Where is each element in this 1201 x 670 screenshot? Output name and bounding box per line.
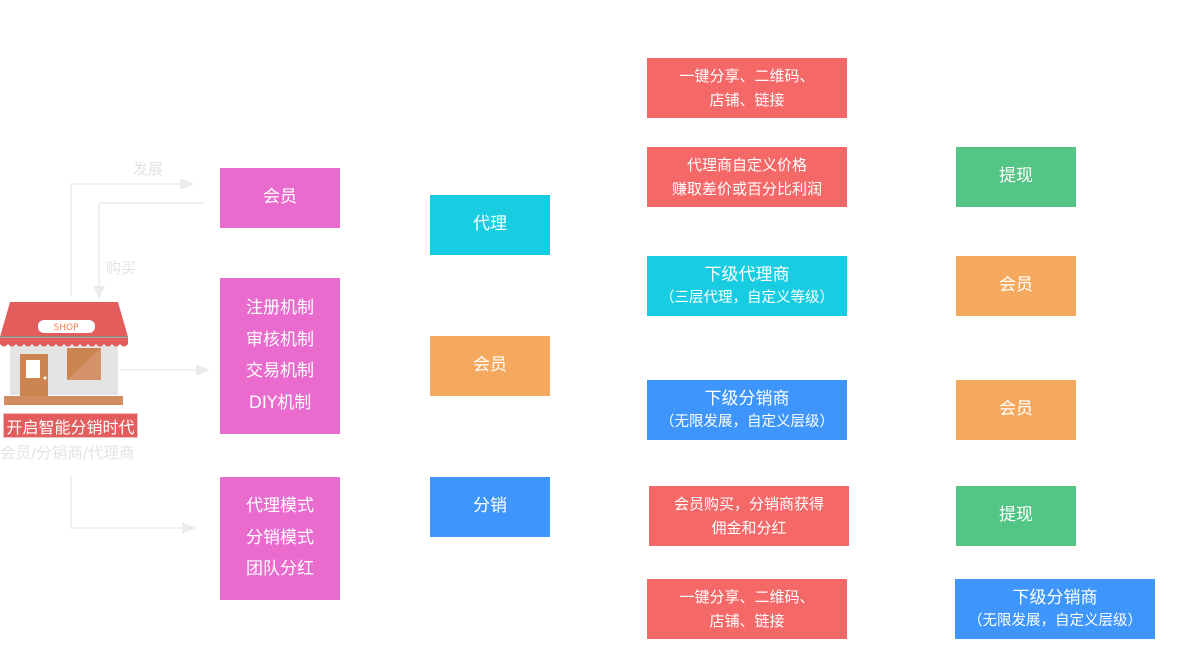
- box-line: 交易机制: [246, 361, 314, 381]
- box-line: 会员购买，分销商获得: [673, 495, 824, 513]
- box-line: DIY机制: [248, 392, 312, 413]
- box-line: 店铺、链接: [709, 612, 785, 630]
- box-line: 一键分享、二维码、: [679, 67, 815, 85]
- member-box: 会员: [430, 336, 550, 396]
- box-line: 注册机制: [246, 298, 314, 318]
- develop-arrow-line: [70, 183, 182, 295]
- member-box: 会员: [956, 256, 1076, 316]
- member-box: 会员: [956, 380, 1076, 440]
- custom-price-box: 代理商自定义价格 赚取差价或百分比利润: [647, 147, 847, 207]
- box-line: 会员: [263, 187, 297, 208]
- sub-distributor-box: 下级分销商 （无限发展，自定义层级）: [955, 579, 1155, 639]
- buy-label: 购买: [106, 259, 137, 277]
- box-line: （无限发展，自定义层级）: [660, 414, 834, 430]
- box-line: 会员: [999, 399, 1033, 420]
- buy-arrow-line: [98, 202, 205, 288]
- develop-label: 发展: [133, 160, 164, 178]
- arrowhead-icon: [180, 178, 194, 190]
- box-line: 佣金和分红: [711, 519, 787, 537]
- box-line: 下级分销商: [1012, 588, 1098, 608]
- mechanisms-box: 注册机制 审核机制 交易机制 DIY机制: [220, 278, 340, 434]
- share-box: 一键分享、二维码、 店铺、链接: [647, 579, 847, 639]
- box-line: 提现: [999, 505, 1033, 526]
- arrowhead-icon: [196, 364, 210, 376]
- box-line: 审核机制: [246, 329, 314, 350]
- box-line: 代理: [473, 214, 507, 235]
- box-line: 团队分红: [246, 559, 314, 580]
- box-line: 提现: [999, 166, 1033, 187]
- withdraw-box: 提现: [956, 147, 1076, 207]
- box-line: 赚取差价或百分比利润: [671, 180, 822, 198]
- shop-sign: SHOP: [54, 323, 80, 333]
- box-line: 下级代理商: [704, 265, 790, 285]
- box-line: 会员: [473, 355, 507, 376]
- agent-box: 代理: [430, 195, 550, 255]
- box-line: 下级分销商: [704, 389, 790, 409]
- commission-box: 会员购买，分销商获得 佣金和分红: [649, 486, 849, 546]
- box-line: 会员: [999, 275, 1033, 296]
- member-box: 会员: [220, 168, 340, 228]
- distribution-box: 分销: [430, 477, 550, 537]
- bottom-arrow-line: [70, 475, 184, 529]
- box-line: 一键分享、二维码、: [679, 588, 815, 606]
- box-line: （无限发展，自定义层级）: [968, 613, 1142, 629]
- sub-distributor-box: 下级分销商 （无限发展，自定义层级）: [647, 380, 847, 440]
- box-line: 分销模式: [246, 527, 314, 548]
- shop-subtitle: 会员/分销商/代理商: [0, 444, 135, 462]
- withdraw-box: 提现: [956, 486, 1076, 546]
- box-line: 店铺、链接: [709, 91, 785, 109]
- box-line: 代理商自定义价格: [686, 156, 807, 174]
- box-line: 分销: [473, 496, 507, 517]
- modes-box: 代理模式 分销模式 团队分红: [220, 477, 340, 600]
- arrowhead-icon: [93, 286, 105, 299]
- box-line: 代理模式: [246, 496, 314, 517]
- shop-title: 开启智能分销时代: [3, 413, 138, 438]
- box-line: （三层代理，自定义等级）: [660, 290, 834, 306]
- share-box: 一键分享、二维码、 店铺、链接: [647, 58, 847, 118]
- arrowhead-icon: [182, 522, 196, 534]
- shop-icon: [0, 302, 128, 405]
- sub-agent-box: 下级代理商 （三层代理，自定义等级）: [647, 256, 847, 316]
